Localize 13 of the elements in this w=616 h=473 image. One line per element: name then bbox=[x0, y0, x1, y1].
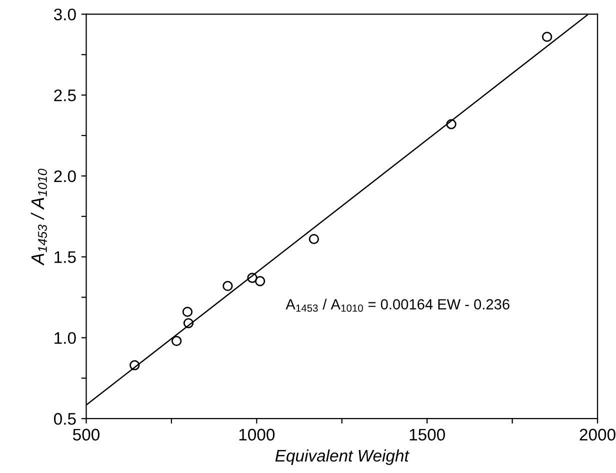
y-tick-label: 2.5 bbox=[54, 89, 76, 102]
annotation: A$_{1453}$ / A$_{1010}$ = 0.00164 EW - 0.236 bbox=[286, 298, 510, 312]
y-tick-label: 0.5 bbox=[54, 413, 76, 425]
y-tick-label: 2.0 bbox=[54, 170, 76, 182]
x-tick-label: 1000 bbox=[239, 428, 275, 441]
x-tick-label: 2000 bbox=[580, 428, 616, 441]
x-tick-label: 1500 bbox=[410, 428, 445, 441]
x-axis-title: Equivalent Weight bbox=[275, 449, 410, 465]
y-tick-label: 3.0 bbox=[54, 8, 76, 20]
y-axis-title: A$_{1453}$ / A$_{1010}$ bbox=[30, 168, 47, 266]
x-tick-label: 500 bbox=[73, 428, 100, 441]
y-tick-label: 1.0 bbox=[54, 332, 76, 344]
y-tick-label: 1.5 bbox=[54, 251, 76, 264]
